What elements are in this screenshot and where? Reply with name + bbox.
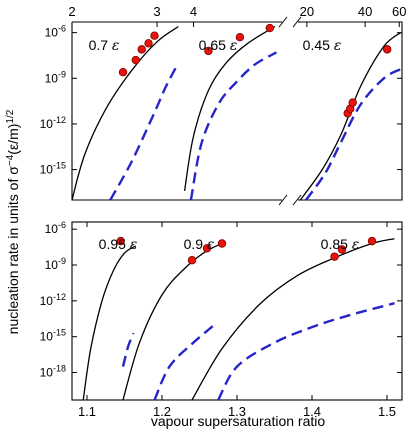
theory-curve-dashed [189,51,278,200]
simulation-point [150,31,159,40]
theory-curve-solid [183,26,276,191]
curve-label: 0.7 ε [89,37,120,54]
bottom-x-tick-label: 1.1 [78,404,96,419]
simulation-point [383,45,392,54]
simulation-point [217,239,227,248]
x-axis-title: vapour supersaturation ratio [151,413,326,429]
top-x-tick-label: 3 [153,4,160,19]
bottom-y-tick-label: 10-18 [40,364,66,380]
axis-break-mark [292,194,302,206]
theory-curve-dashed [153,323,216,400]
curve-label: 0.9 ε [184,236,215,253]
simulation-point [137,45,146,54]
axis-break-mark [278,194,288,206]
theory-curve-solid [122,241,226,400]
bottom-y-tick-label: 10-9 [45,256,66,272]
top-x-tick-label: 4 [190,4,197,19]
theory-curve-dashed [217,302,395,400]
bottom-y-tick-label: 10-6 [45,220,66,236]
theory-curve-solid [72,26,179,200]
simulation-point [131,55,140,65]
curve-label: 0.45 ε [303,37,342,54]
simulation-point [265,23,274,33]
theory-curve-solid [191,238,395,400]
simulation-point [144,39,153,48]
axis-break-mark [292,16,302,28]
top-x-tick-label: 20 [300,4,314,19]
bottom-x-tick-label: 1.3 [228,404,246,419]
theory-curve-solid [82,245,137,400]
bottom-panel: 1.1 1.2 1.3 1.4 1.5 10-6 10-9 10-12 10-15 10-18 0.… [40,220,403,419]
top-x-tick-label: 40 [358,4,372,19]
theory-curve-dashed [305,68,402,200]
top-y-tick-label: 10-6 [45,24,66,40]
curve-label: 0.65 ε [199,37,238,54]
top-x-tick-label: 2 [68,4,75,19]
top-x-tick-label: 60 [392,4,406,19]
top-y-tick-label: 10-9 [45,69,66,85]
top-frame-right [298,21,403,201]
simulation-point [367,236,377,246]
theory-curve-dashed [109,62,180,200]
bottom-x-tick-label: 1.4 [303,404,321,419]
axis-break-mark [278,16,288,28]
simulation-point [202,244,212,253]
simulation-point [348,98,357,107]
bottom-x-tick-label: 1.2 [153,404,171,419]
curve-label: 0.95 ε [99,236,138,253]
simulation-point [187,256,197,265]
curve-label: 0.85 ε [321,236,360,253]
top-y-tick-label: 10-15 [40,161,66,177]
simulation-point [116,236,125,246]
y-axis-title: nucleation rate in units of σ−4(ε/m)1/2 [5,109,21,334]
simulation-point [337,245,347,254]
bottom-x-tick-label: 1.5 [378,404,396,419]
simulation-point [204,46,213,56]
theory-curve-dashed [121,332,135,367]
bottom-y-tick-label: 10-15 [40,328,66,344]
top-y-tick-label: 10-12 [40,115,66,131]
simulation-point [118,68,128,77]
simulation-point [235,33,245,42]
bottom-y-tick-label: 10-12 [40,292,66,308]
top-panel: 2 3 4 20 40 60 10-6 10-9 10-12 10-15 0.7 ε 0.65 ε 0.… [40,4,406,206]
simulation-point [330,252,339,261]
